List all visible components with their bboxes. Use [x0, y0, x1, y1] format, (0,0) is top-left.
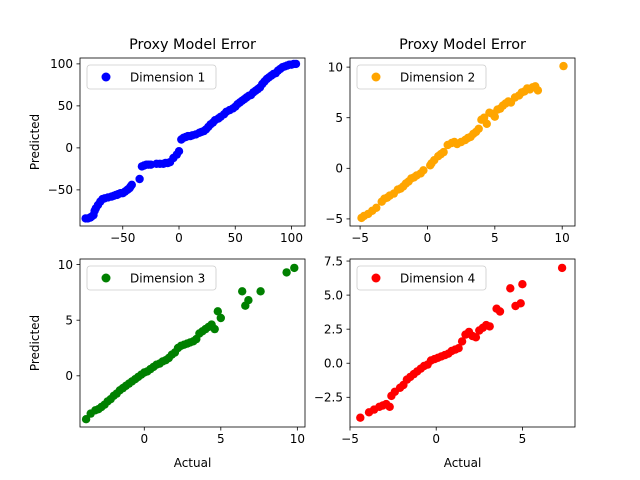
y-tick-label: 5: [65, 313, 73, 327]
data-point: [216, 313, 225, 323]
data-point: [490, 112, 499, 121]
series-points: [81, 59, 301, 223]
chart-panel-3: 0 5 10 0 5 10 Actual Predicted Dimension 3: [28, 258, 306, 470]
data-point: [135, 174, 144, 184]
chart-title: Proxy Model Error: [399, 37, 526, 53]
x-tick-label: 10: [290, 432, 305, 446]
y-axis-label: Predicted: [28, 114, 42, 170]
y-tick-label: −2.5: [314, 391, 343, 405]
data-point: [482, 119, 491, 128]
chart-panel-4: −5 0 5 −2.5 0.0 2.5 5.0 7.5 Actual Dimension 4: [314, 254, 576, 470]
y-tick-label: −50: [48, 183, 73, 197]
data-point: [127, 180, 136, 189]
data-point: [290, 263, 299, 273]
data-point: [457, 337, 467, 346]
legend-label: Dimension 1: [130, 71, 205, 85]
data-point: [372, 203, 381, 212]
data-point: [471, 333, 481, 342]
x-tick-label: 5: [217, 432, 225, 446]
series-points: [357, 61, 568, 223]
legend: Dimension 4: [356, 265, 487, 291]
x-tick-label: −50: [110, 231, 135, 245]
legend-box: [86, 64, 217, 90]
y-tick-label: 7.5: [324, 254, 343, 268]
y-tick-label: 0.0: [324, 357, 343, 371]
data-point: [495, 307, 505, 316]
legend-marker: [371, 273, 381, 283]
x-axis-label: Actual: [444, 456, 482, 470]
y-axis-label: Predicted: [28, 315, 42, 371]
y-tick-label: 5: [335, 111, 343, 125]
y-tick-label: 50: [58, 99, 73, 113]
data-point: [213, 307, 222, 316]
y-tick-label: 0: [335, 162, 343, 176]
y-tick-label: 2.5: [324, 322, 343, 336]
data-point: [291, 59, 301, 69]
data-point: [174, 147, 184, 156]
axes-frame: [79, 57, 306, 227]
data-point: [516, 299, 525, 308]
x-axis-label: Actual: [174, 456, 212, 470]
data-point: [454, 344, 463, 353]
data-point: [518, 280, 527, 289]
data-point: [533, 86, 543, 95]
y-tick-label: 0: [65, 369, 73, 383]
legend-marker: [101, 72, 111, 82]
data-point: [557, 263, 567, 273]
data-point: [474, 124, 483, 133]
legend-box: [356, 265, 487, 291]
y-tick-label: 10: [58, 258, 73, 272]
x-tick-label: 50: [228, 231, 243, 245]
legend-box: [356, 64, 487, 90]
data-point: [244, 296, 253, 305]
data-point: [419, 166, 428, 175]
legend: Dimension 3: [86, 265, 217, 291]
data-point: [559, 61, 568, 71]
y-tick-label: 0: [65, 141, 73, 155]
data-point: [256, 287, 265, 296]
y-tick-label: 100: [50, 57, 73, 71]
axes-frame: [349, 258, 576, 428]
legend-marker: [101, 273, 111, 283]
y-tick-label: 5.0: [324, 288, 343, 302]
x-tick-label: −5: [351, 231, 369, 245]
x-tick-label: 10: [555, 231, 570, 245]
legend-label: Dimension 4: [400, 272, 475, 286]
x-tick-label: 5: [519, 432, 527, 446]
x-tick-label: 0: [175, 231, 183, 245]
legend-box: [86, 265, 217, 291]
x-tick-label: 100: [280, 231, 303, 245]
data-point: [238, 287, 247, 296]
legend-marker: [371, 72, 381, 82]
legend: Dimension 2: [356, 64, 487, 90]
chart-title: Proxy Model Error: [129, 37, 256, 53]
axes-frame: [79, 258, 306, 428]
chart-panel-2: −5 0 5 10 −5 0 5 10 Proxy Model Error Dimension 2: [325, 37, 576, 245]
legend-label: Dimension 2: [400, 71, 475, 85]
x-tick-label: 0: [424, 231, 432, 245]
axes-frame: [349, 57, 576, 227]
y-tick-label: 10: [328, 60, 343, 74]
data-point: [385, 402, 394, 411]
data-point: [485, 322, 494, 331]
data-point: [81, 415, 91, 424]
data-point: [506, 284, 515, 293]
x-tick-label: 5: [491, 231, 499, 245]
legend-label: Dimension 3: [130, 272, 205, 286]
x-tick-label: −5: [341, 432, 359, 446]
x-tick-label: 0: [432, 432, 440, 446]
legend: Dimension 1: [86, 64, 217, 90]
data-point: [210, 324, 219, 334]
x-tick-label: 0: [140, 432, 148, 446]
y-tick-label: −5: [325, 212, 343, 226]
series-points: [81, 263, 299, 424]
series-points: [356, 263, 567, 422]
data-point: [356, 413, 365, 422]
data-point: [282, 268, 291, 277]
chart-panel-1: −50 0 50 100 −50 0 50 100 Proxy Model Error Predi…: [28, 37, 306, 245]
data-point: [439, 147, 448, 157]
